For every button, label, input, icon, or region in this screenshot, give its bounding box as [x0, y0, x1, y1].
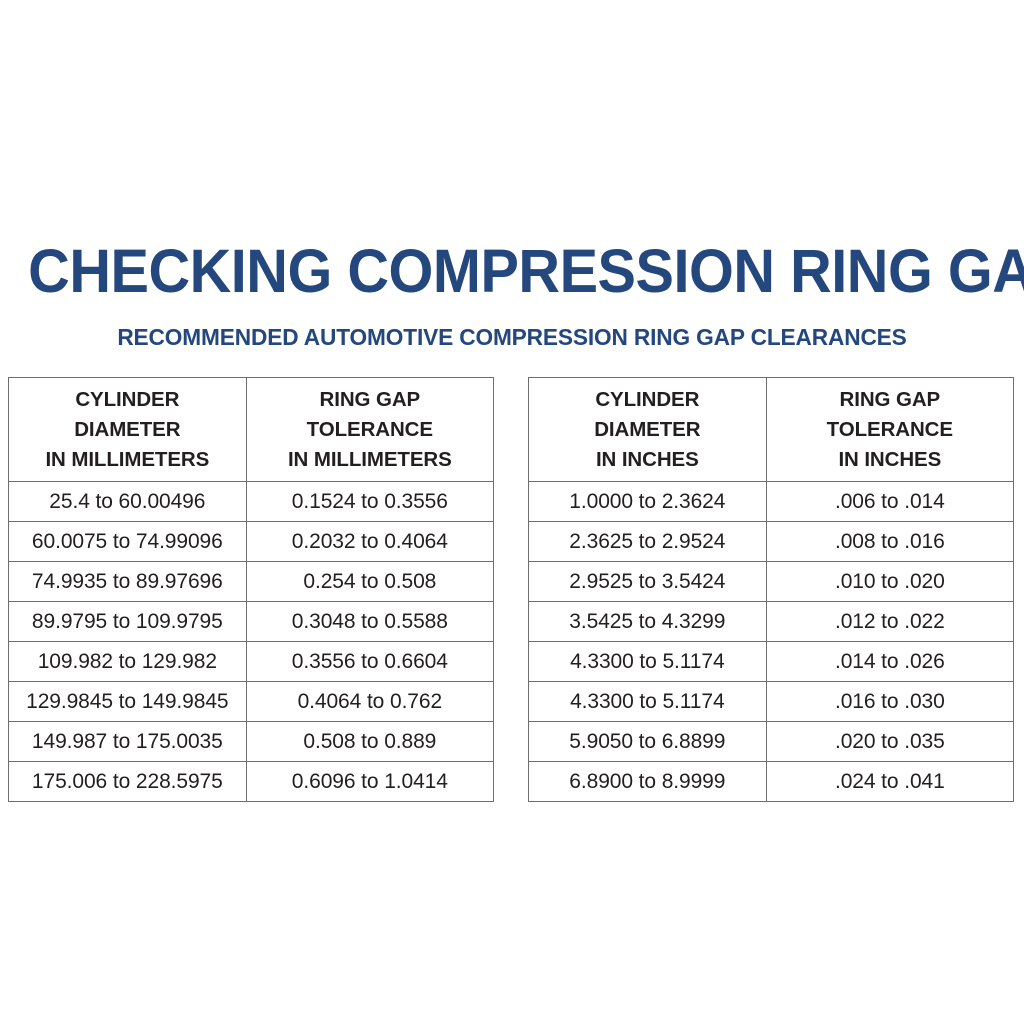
cell-cylinder-diameter: 129.9845 to 149.9845 — [8, 681, 247, 722]
table-row: 89.9795 to 109.9795 0.3048 to 0.5588 — [8, 601, 495, 642]
metric-table-head: CYLINDER DIAMETER IN MILLIMETERS RING GA… — [8, 377, 495, 482]
table-row: 3.5425 to 4.3299.012 to .022 — [528, 601, 1015, 642]
cell-ring-gap-tolerance: .010 to .020 — [765, 561, 1015, 602]
table-header-row: CYLINDER DIAMETER IN MILLIMETERS RING GA… — [8, 377, 495, 482]
cell-ring-gap-tolerance: .008 to .016 — [765, 521, 1015, 562]
table-row: 109.982 to 129.982 0.3556 to 0.6604 — [8, 641, 495, 682]
cell-cylinder-diameter: 149.987 to 175.0035 — [8, 721, 247, 762]
cell-cylinder-diameter: 25.4 to 60.00496 — [8, 481, 247, 522]
table-header-row: CYLINDER DIAMETER IN INCHES RING GAP TOL… — [528, 377, 1015, 482]
cell-cylinder-diameter: 2.3625 to 2.9524 — [528, 521, 767, 562]
cell-ring-gap-tolerance: .024 to .041 — [765, 761, 1015, 802]
header-line-3: IN MILLIMETERS — [287, 447, 452, 471]
cell-cylinder-diameter: 5.9050 to 6.8899 — [528, 721, 767, 762]
column-header-ring-gap-tolerance: RING GAP TOLERANCE IN INCHES — [765, 377, 1015, 482]
header-line-1: CYLINDER — [595, 387, 700, 411]
cell-cylinder-diameter: 4.3300 to 5.1174 — [528, 641, 767, 682]
cell-cylinder-diameter: 1.0000 to 2.3624 — [528, 481, 767, 522]
cell-cylinder-diameter: 60.0075 to 74.99096 — [8, 521, 247, 562]
cell-ring-gap-tolerance: 0.3556 to 0.6604 — [245, 641, 495, 682]
cell-ring-gap-tolerance: .014 to .026 — [765, 641, 1015, 682]
header-line-1: RING GAP — [839, 387, 941, 411]
header-line-1: RING GAP — [319, 387, 421, 411]
metric-table-container: CYLINDER DIAMETER IN MILLIMETERS RING GA… — [8, 377, 495, 802]
cell-ring-gap-tolerance: 0.6096 to 1.0414 — [245, 761, 495, 802]
header-line-2: TOLERANCE — [826, 417, 953, 441]
cell-cylinder-diameter: 175.006 to 228.5975 — [8, 761, 247, 802]
header-line-2: TOLERANCE — [306, 417, 433, 441]
cell-ring-gap-tolerance: .020 to .035 — [765, 721, 1015, 762]
header-line-3: IN MILLIMETERS — [45, 447, 210, 471]
column-header-ring-gap-tolerance: RING GAP TOLERANCE IN MILLIMETERS — [245, 377, 495, 482]
cell-cylinder-diameter: 109.982 to 129.982 — [8, 641, 247, 682]
table-row: 2.3625 to 2.9524.008 to .016 — [528, 521, 1015, 562]
column-header-cylinder-diameter: CYLINDER DIAMETER IN INCHES — [528, 377, 767, 482]
cell-ring-gap-tolerance: 0.1524 to 0.3556 — [245, 481, 495, 522]
header-line-2: DIAMETER — [74, 417, 181, 441]
header-line-3: IN INCHES — [595, 447, 699, 471]
table-row: 74.9935 to 89.97696 0.254 to 0.508 — [8, 561, 495, 602]
cell-ring-gap-tolerance: 0.508 to 0.889 — [245, 721, 495, 762]
cell-cylinder-diameter: 74.9935 to 89.97696 — [8, 561, 247, 602]
header-line-1: CYLINDER — [75, 387, 180, 411]
imperial-table-container: CYLINDER DIAMETER IN INCHES RING GAP TOL… — [528, 377, 1015, 802]
cell-ring-gap-tolerance: .016 to .030 — [765, 681, 1015, 722]
cell-ring-gap-tolerance: 0.3048 to 0.5588 — [245, 601, 495, 642]
table-row: 2.9525 to 3.5424.010 to .020 — [528, 561, 1015, 602]
cell-ring-gap-tolerance: .012 to .022 — [765, 601, 1015, 642]
table-row: 60.0075 to 74.99096 0.2032 to 0.4064 — [8, 521, 495, 562]
table-row: 4.3300 to 5.1174.014 to .026 — [528, 641, 1015, 682]
metric-spec-table: CYLINDER DIAMETER IN MILLIMETERS RING GA… — [8, 377, 495, 802]
table-row: 175.006 to 228.5975 0.6096 to 1.0414 — [8, 761, 495, 802]
cell-ring-gap-tolerance: .006 to .014 — [765, 481, 1015, 522]
imperial-table-body: 1.0000 to 2.3624.006 to .014 2.3625 to 2… — [528, 481, 1015, 802]
table-row: 1.0000 to 2.3624.006 to .014 — [528, 481, 1015, 522]
cell-cylinder-diameter: 89.9795 to 109.9795 — [8, 601, 247, 642]
metric-table-body: 25.4 to 60.00496 0.1524 to 0.3556 60.0075… — [8, 481, 495, 802]
page-subtitle: RECOMMENDED AUTOMOTIVE COMPRESSION RING … — [117, 323, 907, 350]
cell-ring-gap-tolerance: 0.2032 to 0.4064 — [245, 521, 495, 562]
imperial-spec-table: CYLINDER DIAMETER IN INCHES RING GAP TOL… — [528, 377, 1015, 802]
header-line-3: IN INCHES — [838, 447, 942, 471]
imperial-table-head: CYLINDER DIAMETER IN INCHES RING GAP TOL… — [528, 377, 1015, 482]
page-title: CHECKING COMPRESSION RING GAPS — [28, 236, 1024, 305]
cell-cylinder-diameter: 6.8900 to 8.9999 — [528, 761, 767, 802]
cell-cylinder-diameter: 2.9525 to 3.5424 — [528, 561, 767, 602]
table-row: 4.3300 to 5.1174.016 to .030 — [528, 681, 1015, 722]
column-header-cylinder-diameter: CYLINDER DIAMETER IN MILLIMETERS — [8, 377, 247, 482]
cell-cylinder-diameter: 4.3300 to 5.1174 — [528, 681, 767, 722]
table-row: 149.987 to 175.0035 0.508 to 0.889 — [8, 721, 495, 762]
table-row: 6.8900 to 8.9999.024 to .041 — [528, 761, 1015, 802]
header-line-2: DIAMETER — [594, 417, 701, 441]
table-row: 25.4 to 60.00496 0.1524 to 0.3556 — [8, 481, 495, 522]
cell-ring-gap-tolerance: 0.254 to 0.508 — [245, 561, 495, 602]
table-row: 5.9050 to 6.8899.020 to .035 — [528, 721, 1015, 762]
cell-ring-gap-tolerance: 0.4064 to 0.762 — [245, 681, 495, 722]
cell-cylinder-diameter: 3.5425 to 4.3299 — [528, 601, 767, 642]
table-row: 129.9845 to 149.9845 0.4064 to 0.762 — [8, 681, 495, 722]
